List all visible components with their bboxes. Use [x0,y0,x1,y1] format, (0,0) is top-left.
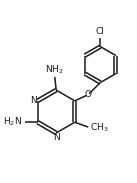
Text: Cl: Cl [96,27,105,36]
Text: N: N [53,133,60,142]
Text: O: O [84,90,91,99]
Text: NH$_2$: NH$_2$ [45,63,64,76]
Text: CH$_3$: CH$_3$ [90,122,109,134]
Text: N: N [30,96,37,105]
Text: H$_2$N: H$_2$N [3,116,22,128]
